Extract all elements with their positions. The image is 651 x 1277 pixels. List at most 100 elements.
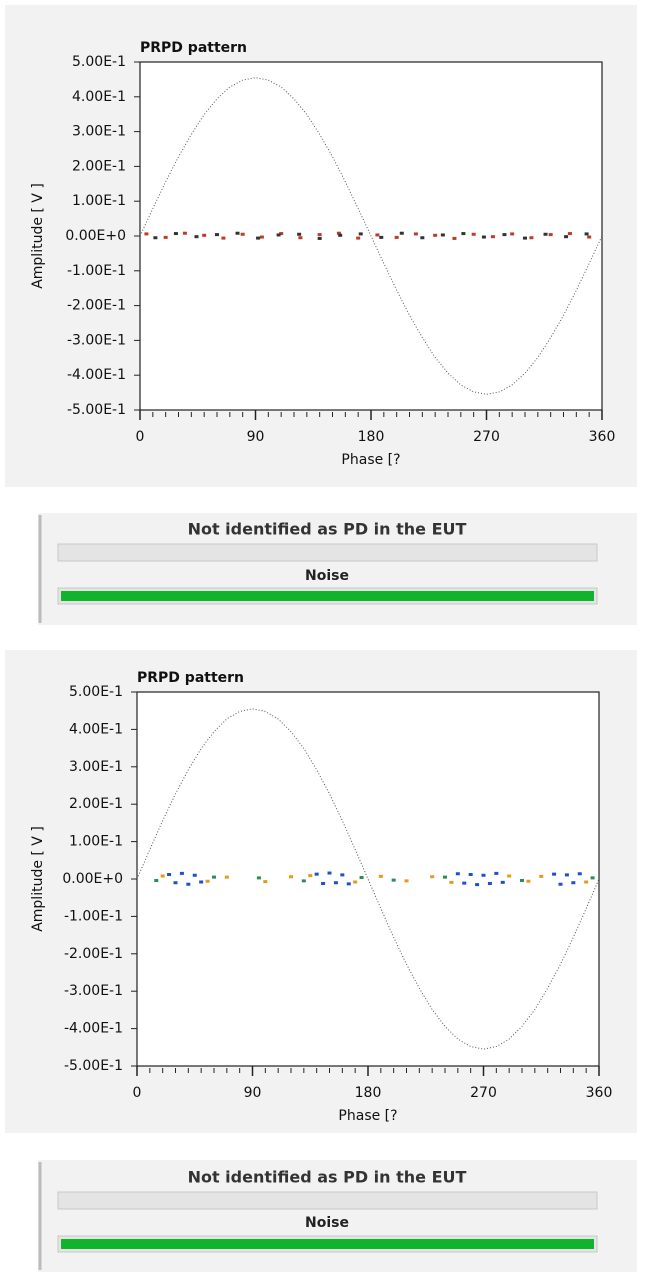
pd-point xyxy=(235,231,240,235)
pd-point xyxy=(584,232,589,236)
pd-point xyxy=(298,236,303,240)
status-title: Not identified as PD in the EUT xyxy=(188,520,467,539)
x-tick-label: 0 xyxy=(133,1085,142,1101)
pd-point xyxy=(276,233,281,237)
pd-point xyxy=(327,871,332,875)
pd-point xyxy=(314,872,319,876)
y-tick-label: -5.00E-1 xyxy=(64,1058,123,1074)
pd-point xyxy=(502,233,507,237)
chart-title: PRPD pattern xyxy=(140,40,247,56)
pd-point xyxy=(552,872,557,876)
y-tick-label: 2.00E-1 xyxy=(69,796,123,812)
pd-point xyxy=(433,233,438,237)
status-bar-empty xyxy=(57,1191,598,1210)
x-tick-label: 360 xyxy=(589,429,616,445)
pd-point xyxy=(379,235,384,239)
pd-point xyxy=(399,231,404,235)
pd-point xyxy=(353,880,358,884)
y-tick-label: 0.00E+0 xyxy=(62,871,123,887)
pd-point xyxy=(340,873,345,877)
y-tick-label: 4.00E-1 xyxy=(69,721,123,737)
status-bar-fill xyxy=(61,591,594,601)
pd-point xyxy=(153,236,158,240)
pd-point xyxy=(205,879,210,883)
pd-point xyxy=(475,883,480,887)
y-tick-label: 5.00E-1 xyxy=(72,54,126,70)
pd-point xyxy=(494,871,499,875)
y-tick-label: -1.00E-1 xyxy=(64,908,123,924)
plot-area xyxy=(136,691,600,1067)
y-tick-label: 1.00E-1 xyxy=(72,193,126,209)
pd-point xyxy=(297,232,302,236)
pd-point xyxy=(526,879,531,883)
x-tick-label: 90 xyxy=(247,429,265,445)
y-tick-label: -2.00E-1 xyxy=(64,946,123,962)
x-tick-label: 90 xyxy=(244,1085,262,1101)
chart: PRPD pattern Amplitude [ V ] Phase [? 5.00E… xyxy=(30,40,615,468)
pd-point xyxy=(375,233,380,237)
y-tick-label: 4.00E-1 xyxy=(72,89,126,105)
pd-point xyxy=(212,875,216,879)
pd-point xyxy=(179,871,184,875)
pd-point xyxy=(455,872,460,876)
pd-point xyxy=(160,874,165,878)
pd-point xyxy=(173,881,178,885)
pd-point xyxy=(523,236,527,240)
y-tick-label: 2.00E-1 xyxy=(72,158,126,174)
y-tick-label: 3.00E-1 xyxy=(69,759,123,775)
x-tick-label: 0 xyxy=(136,429,145,445)
x-axis-label: Phase [? xyxy=(338,1108,397,1124)
pd-point xyxy=(192,873,197,877)
y-tick-label: -1.00E-1 xyxy=(67,263,126,279)
pd-point xyxy=(507,874,512,878)
pd-point xyxy=(520,878,524,882)
pd-point xyxy=(468,873,473,877)
pd-point xyxy=(378,874,383,878)
pd-point xyxy=(194,235,199,239)
pd-point xyxy=(186,882,191,886)
y-axis-label: Amplitude [ V ] xyxy=(30,826,46,932)
y-tick-label: -4.00E-1 xyxy=(67,367,126,383)
pd-point xyxy=(301,879,306,883)
pd-point xyxy=(336,231,341,235)
pd-point xyxy=(394,235,399,239)
pd-point xyxy=(199,880,204,884)
pd-point xyxy=(584,880,589,884)
x-tick-label: 270 xyxy=(470,1085,497,1101)
pd-point xyxy=(490,235,495,239)
pd-point xyxy=(587,235,592,239)
pd-point xyxy=(577,872,582,876)
x-tick-label: 180 xyxy=(358,429,385,445)
pd-point xyxy=(391,878,396,882)
pd-point xyxy=(440,233,445,237)
pd-point xyxy=(359,876,364,880)
x-axis-label: Phase [? xyxy=(341,452,400,468)
pd-point xyxy=(529,236,534,240)
pd-point xyxy=(182,231,187,235)
pd-point xyxy=(443,875,447,879)
pd-point xyxy=(317,233,322,237)
pd-point xyxy=(564,873,569,877)
pd-point xyxy=(481,873,486,877)
y-tick-label: 5.00E-1 xyxy=(69,684,123,700)
x-tick-label: 360 xyxy=(586,1085,613,1101)
pd-point xyxy=(430,875,435,879)
y-tick-label: 1.00E-1 xyxy=(69,834,123,850)
pd-point xyxy=(564,235,569,239)
pd-point xyxy=(413,232,418,236)
pd-point xyxy=(163,235,168,239)
pd-point xyxy=(259,235,264,239)
pd-point xyxy=(308,874,313,878)
pd-point xyxy=(263,880,268,884)
pd-point xyxy=(462,881,467,885)
x-tick-label: 180 xyxy=(355,1085,382,1101)
pd-point xyxy=(510,232,515,236)
pd-point xyxy=(558,882,563,886)
pd-point xyxy=(224,875,229,879)
pd-point xyxy=(487,881,492,885)
pd-point xyxy=(256,876,261,880)
pd-point xyxy=(420,236,425,240)
pd-point xyxy=(548,233,553,237)
y-tick-label: -2.00E-1 xyxy=(67,298,126,314)
